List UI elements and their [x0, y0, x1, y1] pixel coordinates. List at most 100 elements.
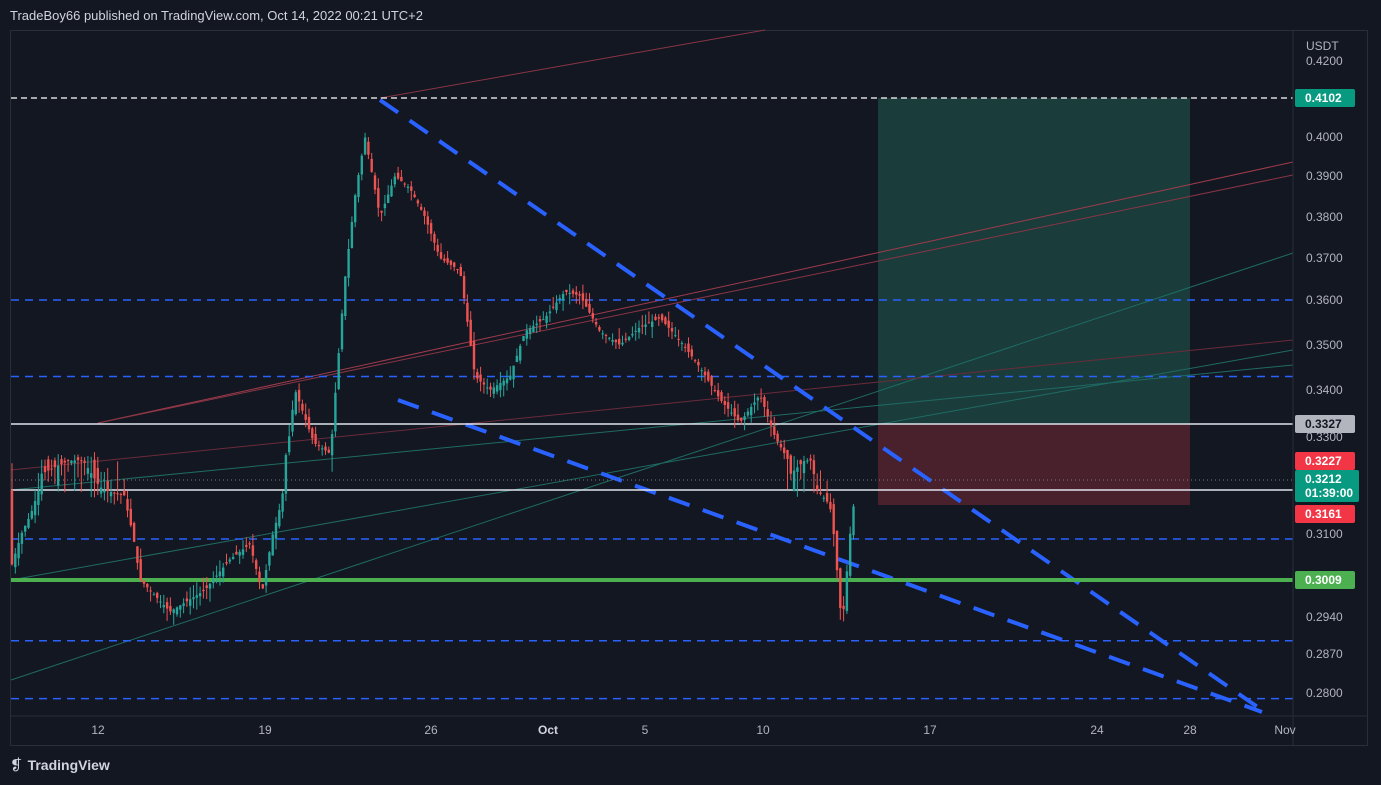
candle-body — [555, 302, 558, 311]
candle-body — [783, 447, 786, 454]
candle-body — [697, 361, 700, 366]
candle-body — [215, 575, 218, 577]
candle-body — [835, 531, 839, 571]
candle-body — [459, 266, 462, 276]
y-tick-label: 0.3600 — [1306, 293, 1343, 307]
candle-body — [367, 141, 370, 155]
candle-body — [297, 389, 301, 402]
candle-body — [390, 185, 393, 197]
candle-body — [317, 445, 321, 447]
price-label-badge — [1295, 415, 1355, 433]
price-label-text: 0.3227 — [1305, 454, 1342, 468]
candle-body — [337, 353, 340, 390]
x-tick-label: Nov — [1274, 723, 1295, 737]
y-tick-label: 0.2940 — [1306, 610, 1343, 624]
candle-body — [347, 248, 350, 278]
candle-body — [264, 570, 268, 586]
candle-body — [321, 448, 324, 450]
x-tick-label: 28 — [1183, 723, 1197, 737]
candle-body — [476, 371, 479, 379]
candle-body — [202, 589, 205, 592]
candle-body — [103, 490, 106, 493]
candle-body — [680, 343, 684, 345]
candle-body — [789, 455, 792, 474]
price-label-text: 0.3212 — [1305, 472, 1342, 486]
candle-body — [720, 392, 723, 402]
candle-body — [710, 375, 713, 386]
channel-line — [10, 349, 1294, 581]
candle-body — [63, 460, 66, 463]
candle-body — [228, 559, 231, 562]
candle-body — [179, 605, 182, 610]
candle-body — [505, 378, 509, 384]
candle-body — [304, 414, 307, 420]
candle-body — [129, 508, 132, 526]
candle-body — [60, 459, 63, 465]
candle-body — [535, 323, 538, 326]
candle-body — [238, 551, 241, 556]
price-label-text: 0.4102 — [1305, 91, 1342, 105]
candle-body — [466, 302, 469, 322]
candle-body — [776, 433, 779, 442]
candle-body — [261, 584, 264, 589]
horizontal-levels — [11, 97, 1293, 700]
tradingview-logo-icon[interactable]: ❡ — [10, 757, 23, 774]
candle-body — [241, 549, 245, 555]
candle-body — [429, 223, 433, 234]
candle-body — [453, 262, 456, 267]
price-label-badge — [1295, 505, 1355, 523]
candle-body — [363, 137, 367, 155]
x-tick-label: 10 — [756, 723, 770, 737]
candle-body — [294, 392, 297, 415]
candle-body — [271, 534, 274, 556]
candle-body — [512, 365, 515, 380]
channel-line — [10, 339, 1294, 471]
candle-body — [502, 380, 505, 386]
x-tick-label: Oct — [538, 723, 558, 737]
candle-body — [66, 460, 70, 462]
candle-body — [189, 599, 192, 606]
candle-body — [558, 298, 561, 300]
candle-body — [591, 312, 594, 319]
y-tick-label: 0.4200 — [1306, 54, 1343, 68]
candle-body — [769, 420, 773, 426]
y-tick-label: 0.3100 — [1306, 527, 1343, 541]
candle-body — [601, 333, 604, 335]
candle-body — [809, 458, 812, 461]
y-tick-label: 0.3400 — [1306, 383, 1343, 397]
candle-body — [354, 195, 357, 223]
candle-body — [225, 562, 228, 564]
countdown-text: 01:39:00 — [1305, 486, 1353, 500]
footer: ❡ TradingView — [10, 756, 110, 774]
candle-body — [136, 546, 139, 563]
candle-body — [492, 387, 495, 394]
candle-body — [608, 337, 611, 339]
candle-body — [53, 460, 57, 468]
candle-body — [377, 188, 380, 208]
channel-line — [10, 364, 1294, 491]
candle-body — [499, 382, 502, 391]
candle-body — [393, 176, 396, 185]
candle-body — [684, 346, 687, 348]
candle-body — [146, 583, 149, 588]
candle-body — [248, 543, 251, 545]
candle-body — [733, 408, 736, 417]
candle-body — [618, 338, 621, 345]
candle-body — [406, 186, 410, 188]
candle-body — [647, 322, 651, 324]
candle-body — [387, 194, 390, 203]
price-label-text: 0.3327 — [1305, 417, 1342, 431]
candle-body — [486, 387, 489, 389]
candle-body — [57, 465, 60, 486]
candle-body — [746, 411, 750, 416]
candle-body — [10, 490, 14, 565]
candle-body — [235, 551, 238, 555]
candle-body — [268, 552, 271, 566]
candle-body — [113, 492, 116, 494]
tradingview-brand[interactable]: TradingView — [27, 757, 110, 773]
candle-body — [330, 434, 334, 456]
y-tick-label: 0.2870 — [1306, 647, 1343, 661]
candle-body — [433, 233, 436, 243]
